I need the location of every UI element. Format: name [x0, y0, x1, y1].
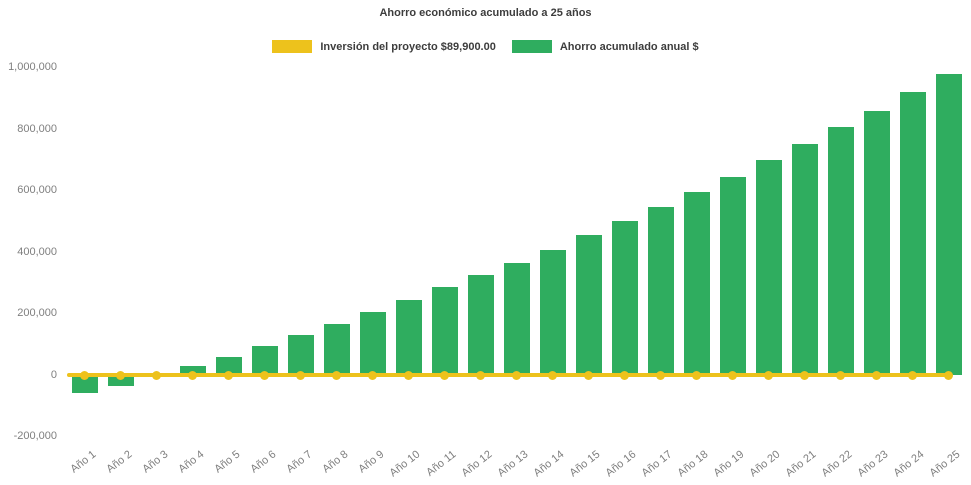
chart-title: Ahorro económico acumulado a 25 años	[379, 7, 592, 19]
savings-bar	[827, 127, 854, 375]
investment-line-marker	[692, 370, 702, 380]
investment-line	[67, 373, 952, 377]
investment-line-marker	[296, 370, 306, 380]
savings-bar	[503, 262, 530, 375]
savings-bar	[215, 356, 242, 375]
savings-bar	[287, 335, 314, 375]
legend-label-investment: Inversión del proyecto $89,900.00	[320, 40, 496, 53]
savings-bar	[575, 235, 602, 375]
investment-line-marker	[548, 370, 558, 380]
investment-line-marker	[944, 370, 954, 380]
savings-bar	[683, 192, 710, 375]
y-axis-tick-label: 800,000	[17, 122, 57, 135]
savings-bar	[107, 375, 134, 386]
savings-bar	[71, 375, 98, 394]
savings-bar	[539, 250, 566, 375]
savings-bar	[395, 299, 422, 375]
savings-bar	[899, 92, 926, 375]
investment-line-marker	[332, 370, 342, 380]
savings-swatch-icon	[511, 40, 552, 53]
legend-item-investment: Inversión del proyecto $89,900.00	[272, 40, 496, 53]
investment-line-marker	[368, 370, 378, 380]
investment-line-marker	[872, 370, 882, 380]
investment-line-marker	[584, 370, 594, 380]
investment-line-marker	[476, 370, 486, 380]
chart-legend: Inversión del proyecto $89,900.00 Ahorro…	[0, 40, 971, 53]
savings-bar	[863, 110, 890, 375]
investment-line-marker	[116, 370, 126, 380]
savings-bar	[755, 159, 782, 375]
investment-line-marker	[80, 370, 90, 380]
savings-bar	[611, 221, 638, 375]
savings-bar	[467, 275, 494, 375]
savings-bar	[431, 287, 458, 375]
investment-line-marker	[512, 370, 522, 380]
legend-label-savings: Ahorro acumulado anual $	[559, 40, 699, 53]
savings-bar	[323, 324, 350, 375]
savings-bar	[719, 176, 746, 375]
y-axis-tick-label: 0	[50, 368, 57, 381]
savings-bar	[935, 73, 962, 375]
investment-line-marker	[188, 370, 198, 380]
y-axis-tick-label: -200,000	[13, 430, 57, 442]
investment-line-marker	[800, 370, 810, 380]
investment-line-marker	[836, 370, 846, 380]
y-axis-tick-label: 200,000	[17, 307, 57, 319]
investment-line-marker	[152, 370, 162, 380]
investment-line-marker	[764, 370, 774, 380]
savings-bar	[791, 144, 818, 375]
investment-line-marker	[728, 370, 738, 380]
savings-bar	[647, 207, 674, 375]
investment-swatch-icon	[272, 40, 313, 53]
savings-bar	[251, 345, 278, 375]
investment-line-marker	[620, 370, 630, 380]
investment-line-marker	[404, 370, 414, 380]
investment-line-marker	[260, 370, 270, 380]
y-axis-tick-label: 600,000	[17, 184, 57, 196]
y-axis-tick-label: 1,000,000	[8, 61, 57, 73]
y-axis-tick-label: 400,000	[17, 245, 57, 258]
investment-line-marker	[440, 370, 450, 380]
savings-bar	[179, 365, 206, 375]
savings-bar	[359, 311, 386, 375]
legend-item-savings: Ahorro acumulado anual $	[511, 40, 699, 53]
investment-line-marker	[656, 370, 666, 380]
investment-line-marker	[908, 370, 918, 380]
investment-line-marker	[224, 370, 234, 380]
